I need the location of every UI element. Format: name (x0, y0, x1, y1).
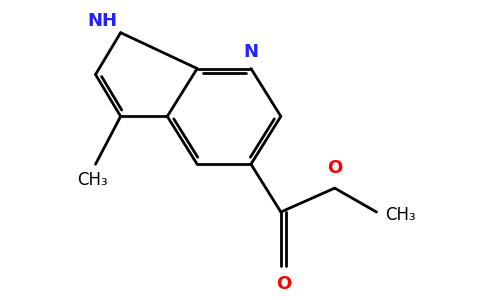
Text: CH₃: CH₃ (77, 171, 108, 189)
Text: N: N (243, 44, 258, 62)
Text: O: O (327, 159, 342, 177)
Text: CH₃: CH₃ (385, 206, 416, 224)
Text: NH: NH (88, 12, 118, 30)
Text: O: O (275, 275, 291, 293)
